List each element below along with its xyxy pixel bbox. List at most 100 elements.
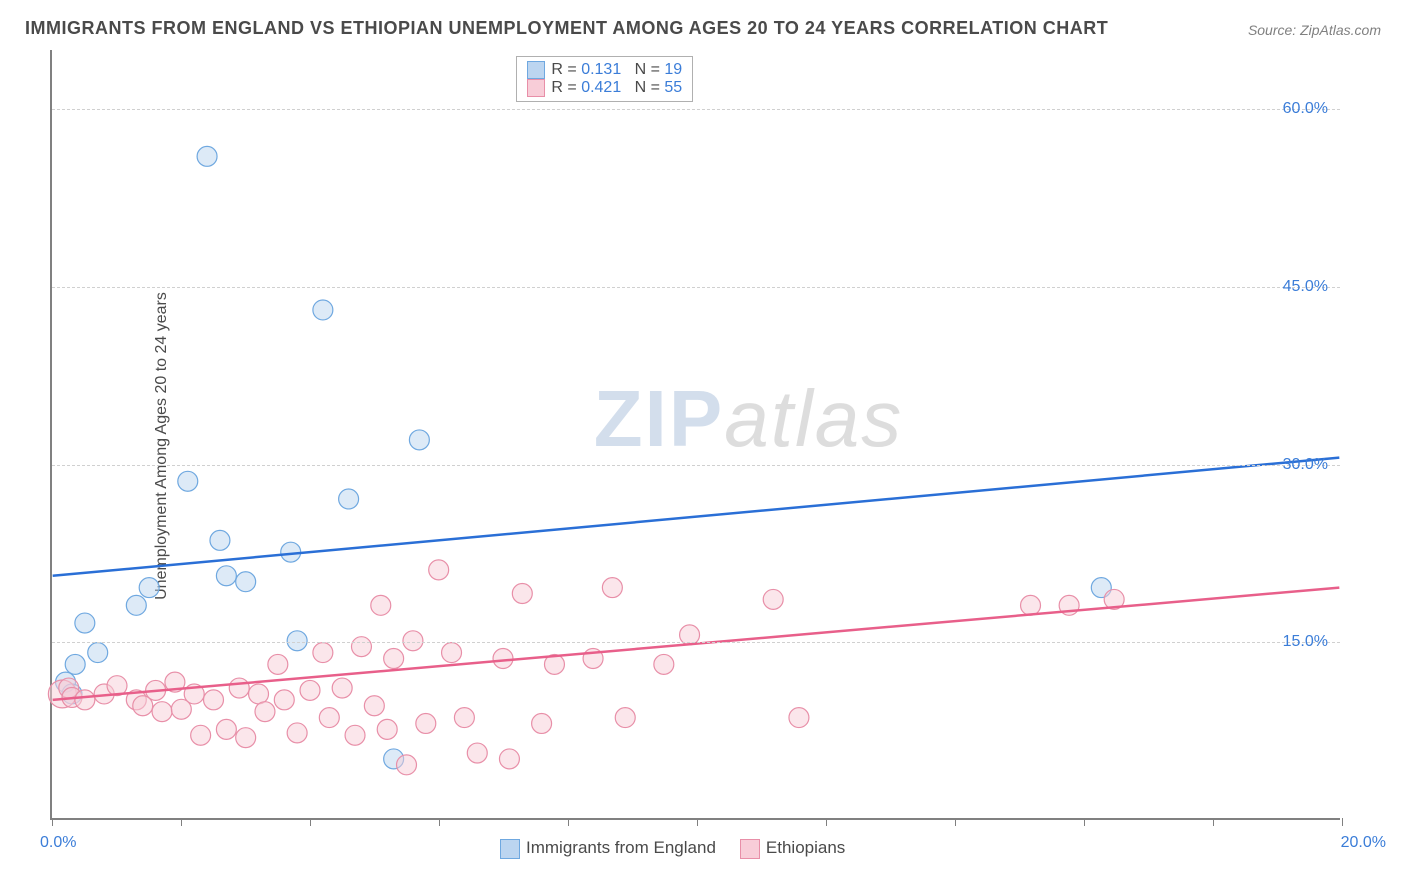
data-point bbox=[216, 566, 236, 586]
legend-item: Ethiopians bbox=[740, 838, 845, 859]
data-point bbox=[210, 530, 230, 550]
data-point bbox=[345, 725, 365, 745]
legend-label: Immigrants from England bbox=[526, 838, 716, 857]
x-tick bbox=[181, 818, 182, 826]
data-point bbox=[255, 702, 275, 722]
legend-n-value: 19 bbox=[664, 61, 682, 78]
plot-svg bbox=[52, 50, 1340, 818]
x-tick bbox=[310, 818, 311, 826]
x-tick-label: 20.0% bbox=[1341, 834, 1386, 852]
x-tick bbox=[955, 818, 956, 826]
trend-line bbox=[53, 588, 1340, 700]
data-point bbox=[1021, 595, 1041, 615]
data-point bbox=[493, 649, 513, 669]
y-tick-label: 60.0% bbox=[1283, 100, 1328, 118]
data-point bbox=[512, 584, 532, 604]
data-point bbox=[442, 643, 462, 663]
legend-item: Immigrants from England bbox=[500, 838, 716, 859]
legend-series: Immigrants from England Ethiopians bbox=[500, 838, 869, 859]
x-tick bbox=[568, 818, 569, 826]
legend-swatch bbox=[500, 839, 520, 859]
data-point bbox=[371, 595, 391, 615]
data-point bbox=[409, 430, 429, 450]
legend-r-value: 0.131 bbox=[581, 61, 621, 78]
data-point bbox=[139, 578, 159, 598]
data-point bbox=[532, 714, 552, 734]
legend-n-value: 55 bbox=[664, 79, 682, 96]
data-point bbox=[300, 680, 320, 700]
x-tick bbox=[697, 818, 698, 826]
y-tick-label: 45.0% bbox=[1283, 278, 1328, 296]
data-point bbox=[499, 749, 519, 769]
data-point bbox=[75, 690, 95, 710]
gridline bbox=[52, 109, 1340, 110]
y-tick-label: 15.0% bbox=[1283, 633, 1328, 651]
gridline bbox=[52, 465, 1340, 466]
data-point bbox=[65, 654, 85, 674]
data-point bbox=[351, 637, 371, 657]
gridline bbox=[52, 642, 1340, 643]
data-point bbox=[416, 714, 436, 734]
data-point bbox=[229, 678, 249, 698]
data-point bbox=[236, 572, 256, 592]
x-tick bbox=[1213, 818, 1214, 826]
data-point bbox=[763, 589, 783, 609]
legend-stat-row: R = 0.131 N = 19 bbox=[527, 61, 682, 79]
data-point bbox=[429, 560, 449, 580]
data-point bbox=[75, 613, 95, 633]
data-point bbox=[377, 719, 397, 739]
data-point bbox=[397, 755, 417, 775]
data-point bbox=[332, 678, 352, 698]
x-tick bbox=[1084, 818, 1085, 826]
data-point bbox=[236, 728, 256, 748]
legend-r-label: R = bbox=[551, 79, 581, 96]
y-tick-label: 30.0% bbox=[1283, 456, 1328, 474]
data-point bbox=[789, 708, 809, 728]
gridline bbox=[52, 287, 1340, 288]
legend-r-label: R = bbox=[551, 61, 581, 78]
data-point bbox=[204, 690, 224, 710]
data-point bbox=[178, 471, 198, 491]
data-point bbox=[274, 690, 294, 710]
chart-title: IMMIGRANTS FROM ENGLAND VS ETHIOPIAN UNE… bbox=[25, 18, 1108, 39]
legend-stat-row: R = 0.421 N = 55 bbox=[527, 79, 682, 97]
x-tick-label: 0.0% bbox=[40, 834, 76, 852]
legend-stats: R = 0.131 N = 19R = 0.421 N = 55 bbox=[516, 56, 693, 102]
trend-line bbox=[53, 458, 1340, 576]
data-point bbox=[339, 489, 359, 509]
data-point bbox=[287, 631, 307, 651]
x-tick bbox=[439, 818, 440, 826]
data-point bbox=[152, 702, 172, 722]
data-point bbox=[191, 725, 211, 745]
data-point bbox=[615, 708, 635, 728]
plot-area: R = 0.131 N = 19R = 0.421 N = 55 ZIPatla… bbox=[50, 50, 1340, 820]
data-point bbox=[403, 631, 423, 651]
data-point bbox=[126, 595, 146, 615]
data-point bbox=[249, 684, 269, 704]
data-point bbox=[384, 649, 404, 669]
data-point bbox=[287, 723, 307, 743]
data-point bbox=[197, 146, 217, 166]
x-tick bbox=[52, 818, 53, 826]
data-point bbox=[88, 643, 108, 663]
legend-swatch bbox=[527, 61, 545, 79]
legend-swatch bbox=[740, 839, 760, 859]
legend-n-label: N = bbox=[621, 79, 664, 96]
data-point bbox=[454, 708, 474, 728]
x-tick bbox=[826, 818, 827, 826]
data-point bbox=[364, 696, 384, 716]
x-tick bbox=[1342, 818, 1343, 826]
data-point bbox=[602, 578, 622, 598]
data-point bbox=[467, 743, 487, 763]
data-point bbox=[313, 643, 333, 663]
data-point bbox=[268, 654, 288, 674]
data-point bbox=[216, 719, 236, 739]
legend-n-label: N = bbox=[621, 61, 664, 78]
legend-r-value: 0.421 bbox=[581, 79, 621, 96]
data-point bbox=[654, 654, 674, 674]
source-attribution: Source: ZipAtlas.com bbox=[1248, 22, 1381, 38]
legend-label: Ethiopians bbox=[766, 838, 845, 857]
data-point bbox=[313, 300, 333, 320]
data-point bbox=[319, 708, 339, 728]
legend-swatch bbox=[527, 79, 545, 97]
